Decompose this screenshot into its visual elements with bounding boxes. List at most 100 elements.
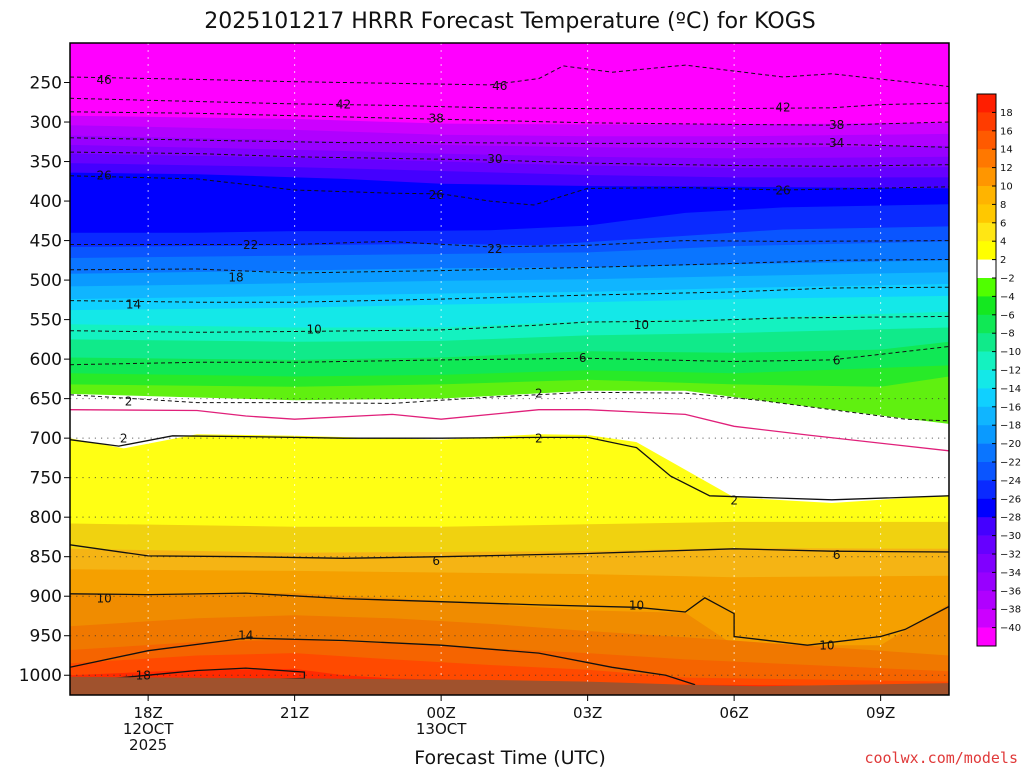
colorbar-label: −8 [1000, 329, 1015, 340]
contour-line [69, 111, 950, 126]
colorbar-label: −4 [1000, 292, 1015, 303]
contour-label: 2 [535, 432, 543, 446]
colorbar-swatch [977, 554, 996, 573]
colorbar-swatch [977, 130, 996, 150]
colorbar-label: −14 [1000, 384, 1021, 395]
contour-label: 6 [579, 351, 587, 365]
colorbar-label: −16 [1000, 402, 1021, 413]
y-tick-label: 300 [30, 113, 62, 133]
colorbar-swatch [977, 94, 996, 113]
plot-area [70, 43, 949, 696]
colorbar-swatch [977, 590, 996, 610]
contour-line [69, 259, 950, 274]
x-tick-label: 09Z [866, 704, 895, 722]
x-tick-label: 03Z [573, 704, 602, 722]
y-tick-label: 900 [30, 587, 62, 607]
colorbar-label: −26 [1000, 494, 1021, 505]
colorbar-swatch [977, 370, 996, 389]
colorbar-swatch [977, 333, 996, 352]
y-tick-label: 400 [30, 192, 62, 212]
y-tick-label: 500 [30, 271, 62, 291]
colorbar-swatch [977, 627, 996, 647]
credit-link[interactable]: coolwx.com/models [864, 749, 1018, 767]
contour-label: 26 [775, 183, 790, 197]
colorbar-swatch [977, 149, 996, 168]
contour-label: 10 [97, 591, 112, 605]
colorbar-label: −2 [1000, 274, 1015, 285]
contour-label: 10 [307, 323, 322, 337]
contour-line [69, 637, 696, 686]
chart-title: 2025101217 HRRR Forecast Temperature (ºC… [204, 9, 815, 34]
contour-label: 18 [136, 669, 151, 683]
colorbar-label: 18 [1000, 108, 1013, 119]
colorbar-label: −40 [1000, 623, 1021, 634]
y-tick-label: 550 [30, 311, 62, 331]
contour-label: 6 [833, 548, 841, 562]
contour-label: 2 [120, 432, 128, 446]
contour-line [69, 346, 950, 366]
contour-line [70, 240, 950, 248]
x-tick-label: 12OCT [123, 720, 174, 738]
y-tick-label: 250 [30, 74, 62, 94]
colorbar-swatch [977, 278, 996, 297]
x-tick-label: 13OCT [416, 720, 467, 738]
contour-label: 14 [126, 297, 141, 311]
colorbar-label: −22 [1000, 458, 1021, 469]
colorbar-swatch [977, 517, 996, 536]
colorbar-label: −12 [1000, 366, 1021, 377]
colorbar-label: −10 [1000, 347, 1021, 358]
contour-line [69, 97, 950, 110]
contour-label: 6 [833, 353, 841, 367]
colorbar-swatch [977, 388, 996, 408]
colorbar-label: −34 [1000, 568, 1021, 579]
colorbar-label: −28 [1000, 513, 1021, 524]
colorbar-swatch [977, 296, 996, 316]
ground [70, 676, 949, 695]
colorbar-label: 8 [1000, 200, 1006, 211]
contour-line [69, 137, 950, 148]
contour-line [69, 315, 950, 333]
y-tick-label: 700 [30, 429, 62, 449]
contour-label: 34 [829, 136, 844, 150]
colorbar-label: −18 [1000, 421, 1021, 432]
colorbar-label: 16 [1000, 126, 1013, 137]
x-tick-label: 2025 [129, 736, 167, 754]
colorbar-label: −38 [1000, 605, 1021, 616]
contour-label: 18 [228, 270, 243, 284]
y-tick-label: 1000 [19, 666, 62, 686]
contour-label: 10 [819, 639, 834, 653]
contour-label: 22 [487, 242, 502, 256]
contour-label: 42 [775, 101, 790, 115]
contour-line [69, 409, 950, 452]
contour-label: 26 [97, 168, 112, 182]
colorbar-swatch [977, 609, 996, 628]
colorbar-swatch [977, 167, 996, 187]
contour-label: 46 [97, 73, 112, 87]
contour-label: 6 [432, 554, 440, 568]
contour-label: 46 [492, 79, 507, 93]
y-tick-label: 450 [30, 232, 62, 252]
colorbar-label: −32 [1000, 550, 1021, 561]
x-axis-title: Forecast Time (UTC) [414, 747, 605, 768]
colorbar-label: 14 [1000, 145, 1013, 156]
colorbar-swatch [977, 425, 996, 444]
contour-line [69, 286, 950, 303]
colorbar-label: 12 [1000, 163, 1013, 174]
colorbar-swatch [977, 241, 996, 260]
y-tick-label: 950 [30, 627, 62, 647]
contour-label: 22 [243, 238, 258, 252]
contour-label: 26 [429, 188, 444, 202]
ground-surface [70, 676, 949, 695]
colorbar-swatch [977, 462, 996, 481]
colorbar-swatch [977, 314, 996, 334]
colorbar-label: 6 [1000, 218, 1006, 229]
y-tick-label: 600 [30, 350, 62, 370]
y-tick-label: 350 [30, 153, 62, 173]
y-axis: 250 300 350 400 450 500 550 600 650 700 750 800 850 9… [19, 74, 70, 686]
contour-line [69, 151, 950, 167]
colorbar-swatch [977, 480, 996, 500]
colorbar-swatch [977, 186, 996, 205]
y-tick-label: 750 [30, 469, 62, 489]
colorbar-swatch [977, 572, 996, 592]
contour-label: 2 [535, 387, 543, 401]
